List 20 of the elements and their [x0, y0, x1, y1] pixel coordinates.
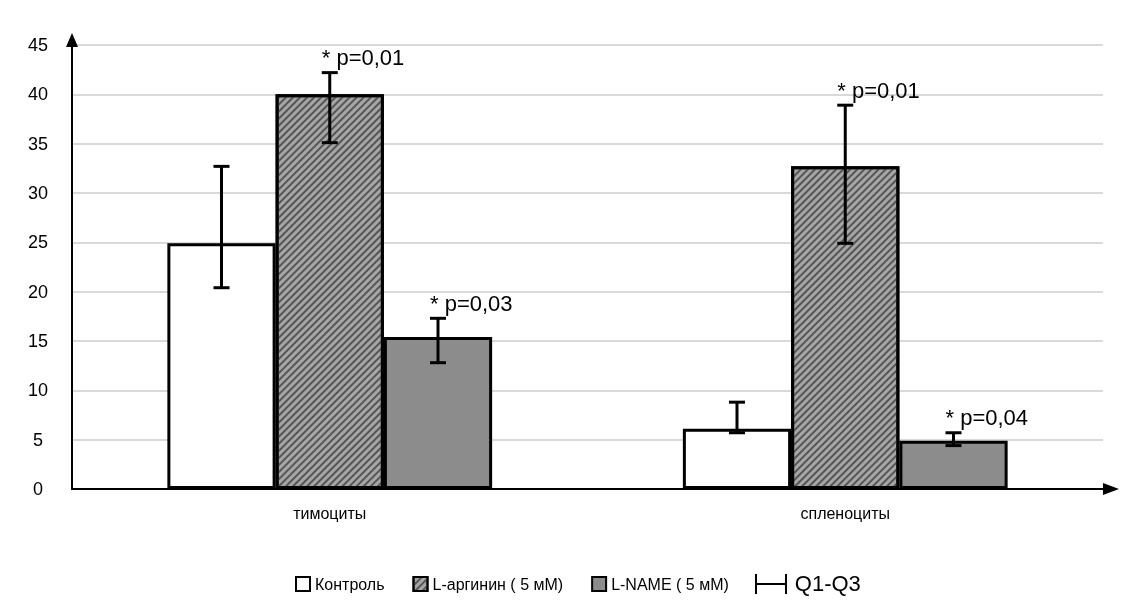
y-tick-label: 25: [27, 232, 49, 253]
y-tick-label: 35: [27, 133, 49, 154]
y-tick-label: 40: [27, 84, 49, 105]
legend-label: L-NAME ( 5 мМ): [611, 575, 729, 593]
annotation: * p=0,03: [430, 290, 513, 316]
y-tick-label: 30: [27, 183, 49, 203]
text: Q1-Q3: [794, 571, 861, 597]
annotation: * p=0,04: [945, 405, 1029, 431]
x-tick-label: тимоциты: [293, 504, 367, 522]
y-tick-label: 0: [32, 479, 44, 499]
y-tick-label: 15: [27, 331, 49, 351]
legend-label: Контроль: [315, 575, 385, 593]
y-tick-label: 10: [27, 380, 49, 401]
y-tick-label: 5: [32, 429, 44, 450]
y-tick-label: 20: [27, 281, 49, 302]
legend-label: L-аргинин ( 5 мМ): [432, 575, 564, 593]
annotation: * p=0,01: [837, 77, 920, 103]
x-tick-label: спленоциты: [800, 504, 891, 522]
y-tick-label: 45: [27, 35, 49, 55]
annotation: * p=0,01: [321, 45, 405, 71]
